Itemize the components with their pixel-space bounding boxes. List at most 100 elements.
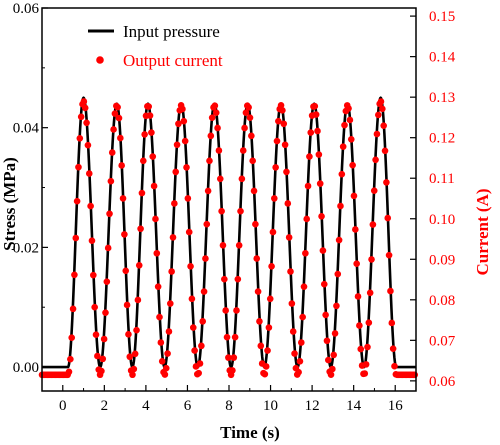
output-current-point — [65, 368, 73, 376]
output-current-point — [149, 153, 157, 160]
output-current-point — [384, 214, 392, 222]
output-current-point — [169, 234, 177, 241]
output-current-point — [185, 228, 193, 236]
output-current-point — [304, 182, 312, 190]
output-current-point — [239, 147, 247, 154]
output-current-point — [238, 175, 246, 183]
x-axis-title: Time (s) — [220, 423, 280, 442]
output-current-point — [134, 296, 142, 304]
output-current-point — [303, 215, 311, 223]
output-current-point — [85, 170, 93, 177]
output-current-point — [167, 300, 174, 307]
output-current-point — [252, 220, 259, 228]
output-current-point — [156, 313, 163, 321]
output-current-point — [104, 244, 112, 252]
output-current-point — [264, 347, 271, 354]
x-tick-label: 14 — [346, 398, 362, 414]
y-right-tick-label: 0.06 — [429, 374, 456, 390]
output-current-point — [256, 318, 263, 325]
output-current-point — [307, 129, 315, 136]
output-current-point — [365, 319, 373, 326]
output-current-point — [107, 177, 115, 185]
output-current-point — [372, 156, 379, 164]
output-current-point — [261, 370, 269, 378]
output-current-point — [208, 114, 216, 121]
output-current-point — [108, 149, 116, 156]
output-current-point — [145, 103, 152, 110]
output-current-point — [341, 121, 348, 129]
output-current-point — [356, 322, 363, 329]
output-current-point — [266, 295, 274, 303]
output-current-point — [87, 202, 94, 210]
output-current-point — [175, 120, 182, 128]
output-current-point — [338, 170, 346, 178]
output-current-point — [237, 207, 244, 215]
output-current-point — [123, 301, 131, 309]
output-current-point — [216, 175, 224, 183]
output-current-point — [184, 195, 192, 202]
output-current-point — [223, 333, 231, 341]
y-right-tick-label: 0.10 — [429, 212, 455, 228]
output-current-point — [275, 117, 282, 125]
output-current-point — [295, 368, 302, 376]
output-current-point — [316, 180, 324, 187]
output-current-point — [241, 124, 248, 132]
output-current-point — [242, 109, 250, 117]
output-current-point — [345, 105, 352, 112]
output-current-point — [314, 127, 321, 135]
output-current-point — [130, 365, 138, 373]
output-current-point — [75, 163, 82, 171]
output-current-point — [306, 153, 313, 160]
output-current-point — [161, 371, 169, 378]
output-current-point — [212, 109, 220, 117]
output-current-point — [381, 147, 389, 155]
output-current-point — [374, 111, 382, 119]
output-current-point — [370, 187, 378, 194]
output-current-point — [323, 337, 331, 345]
output-current-point — [188, 295, 196, 303]
output-current-point — [315, 151, 323, 158]
output-current-point — [135, 261, 143, 269]
output-current-point — [364, 343, 371, 351]
output-current-point — [334, 270, 342, 278]
output-current-point — [311, 102, 319, 110]
x-tick-label: 4 — [142, 398, 150, 414]
output-current-point — [248, 132, 255, 140]
x-tick-label: 2 — [101, 398, 109, 414]
output-current-point — [77, 113, 85, 121]
output-current-point — [369, 221, 377, 228]
output-current-point — [299, 313, 306, 321]
output-current-point — [90, 271, 97, 279]
output-current-point — [337, 202, 344, 210]
output-current-point — [250, 187, 258, 195]
output-current-point — [383, 179, 390, 186]
output-current-point — [81, 104, 89, 112]
output-current-point — [269, 228, 277, 236]
output-current-point — [103, 278, 111, 285]
output-current-point — [347, 136, 355, 143]
output-current-point — [289, 328, 297, 335]
output-current-point — [154, 283, 162, 290]
output-current-point — [110, 126, 117, 133]
output-current-point — [158, 357, 166, 365]
output-current-point — [148, 129, 155, 136]
output-current-point — [202, 255, 209, 262]
output-current-point — [235, 242, 243, 249]
output-current-point — [111, 110, 119, 117]
output-current-point — [181, 137, 189, 145]
output-current-point — [187, 263, 194, 270]
y-left-tick-label: 0.02 — [13, 240, 39, 256]
y-left-tick-label: 0.04 — [13, 121, 40, 137]
output-current-point — [218, 207, 225, 215]
output-current-point — [94, 352, 101, 360]
y-right-tick-label: 0.09 — [429, 252, 455, 268]
output-current-point — [325, 356, 332, 364]
output-current-point — [137, 225, 144, 233]
output-current-point — [329, 365, 336, 373]
output-current-point — [283, 168, 290, 176]
output-current-point — [279, 107, 286, 114]
output-current-point — [214, 124, 221, 132]
output-current-point — [150, 182, 158, 190]
output-current-point — [203, 220, 211, 228]
output-current-point — [92, 331, 100, 339]
